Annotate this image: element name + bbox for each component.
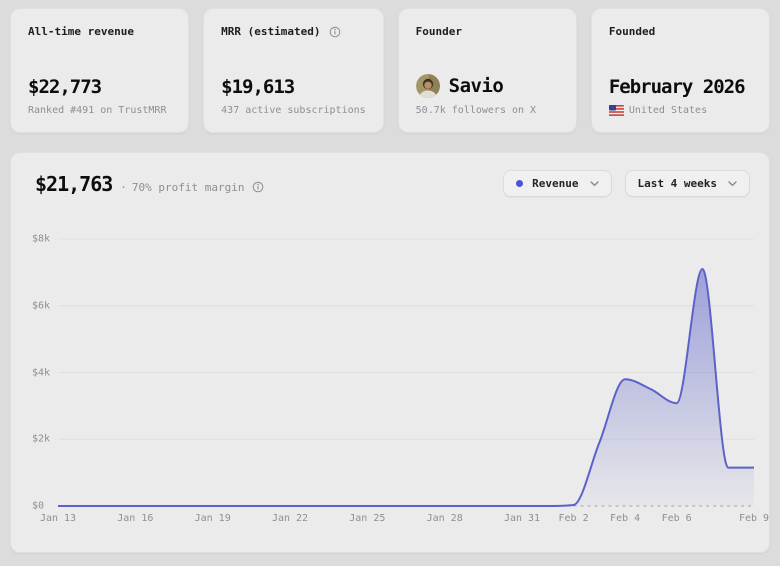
x-tick-label: Jan 28 bbox=[426, 513, 463, 524]
card-founded: Founded February 2026 United States bbox=[590, 8, 770, 133]
founder-name: Savio bbox=[448, 75, 504, 97]
revenue-area-chart bbox=[58, 238, 754, 507]
founded-label: Founded bbox=[608, 25, 656, 38]
revenue-chart-card: $21,763 · 70% profit margin Revenue Last… bbox=[10, 152, 770, 553]
chart-total-value: $21,763 bbox=[35, 171, 113, 196]
us-flag-icon bbox=[608, 105, 624, 116]
date-range-select-button[interactable]: Last 4 weeks bbox=[624, 170, 750, 197]
x-tick-label: Feb 4 bbox=[610, 513, 641, 524]
x-tick-label: Feb 9 bbox=[738, 513, 770, 524]
mrr-sub: 437 active subscriptions bbox=[221, 105, 366, 116]
founder-row: Savio bbox=[415, 74, 559, 98]
y-tick-label: $0 bbox=[32, 500, 45, 512]
mrr-value: $19,613 bbox=[221, 76, 295, 98]
chart-subtitle: · 70% profit margin bbox=[120, 181, 263, 194]
y-tick-label: $8k bbox=[32, 233, 51, 245]
founder-avatar bbox=[415, 74, 440, 98]
x-tick-label: Feb 6 bbox=[661, 513, 692, 524]
chart-title-group: $21,763 · 70% profit margin bbox=[35, 172, 264, 196]
all-time-revenue-sub: Ranked #491 on TrustMRR bbox=[28, 105, 167, 116]
x-tick-label: Jan 19 bbox=[194, 513, 231, 524]
x-tick-label: Jan 16 bbox=[117, 513, 154, 524]
mrr-label: MRR (estimated) bbox=[221, 25, 321, 38]
chart-header: $21,763 · 70% profit margin Revenue Last… bbox=[11, 153, 769, 197]
chevron-down-icon bbox=[728, 180, 737, 187]
x-tick-label: Jan 25 bbox=[349, 513, 386, 524]
info-icon[interactable] bbox=[252, 181, 264, 193]
stats-row: All-time revenue $22,773 Ranked #491 on … bbox=[10, 8, 770, 133]
metric-select-label: Revenue bbox=[532, 177, 579, 190]
revenue-chart-area: $8k $6k $4k $2k $0 Jan 13 Jan 16 Jan 19 Jan 22 J… bbox=[32, 226, 769, 525]
stat-label: MRR (estimated) bbox=[221, 25, 366, 38]
card-all-time-revenue: All-time revenue $22,773 Ranked #491 on … bbox=[10, 8, 190, 133]
separator-dot: · bbox=[120, 180, 127, 194]
metric-dot-icon bbox=[516, 180, 524, 187]
founded-value: February 2026 bbox=[608, 76, 746, 98]
x-tick-label: Feb 2 bbox=[558, 513, 589, 524]
x-tick-label: Jan 22 bbox=[271, 513, 309, 524]
founded-country: United States bbox=[628, 105, 708, 116]
all-time-revenue-value: $22,773 bbox=[28, 76, 102, 98]
info-icon[interactable] bbox=[329, 26, 341, 38]
x-tick-label: Jan 13 bbox=[39, 513, 77, 524]
chart-controls: Revenue Last 4 weeks bbox=[503, 170, 750, 197]
chevron-down-icon bbox=[589, 180, 599, 187]
y-tick-label: $4k bbox=[32, 367, 51, 378]
card-mrr: MRR (estimated) $19,613 437 active subsc… bbox=[203, 8, 384, 133]
y-tick-label: $2k bbox=[32, 433, 51, 445]
founder-sub: 50.7k followers on X bbox=[415, 105, 537, 116]
date-range-label: Last 4 weeks bbox=[637, 177, 717, 190]
founded-sub: United States bbox=[608, 105, 752, 116]
metric-select-button[interactable]: Revenue bbox=[503, 170, 612, 197]
x-tick-label: Jan 31 bbox=[503, 513, 541, 524]
stat-label: All-time revenue bbox=[28, 25, 134, 38]
founder-label: Founder bbox=[415, 25, 463, 38]
y-tick-label: $6k bbox=[32, 300, 51, 312]
card-founder: Founder Savio 50.7k followers on X bbox=[397, 8, 577, 133]
profit-margin-text: 70% profit margin bbox=[131, 180, 245, 194]
